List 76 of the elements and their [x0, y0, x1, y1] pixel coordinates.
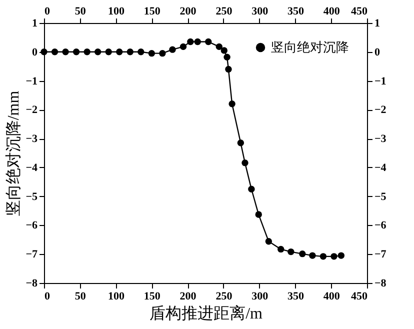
- x2-tick-label: 0: [44, 290, 50, 302]
- point: [194, 38, 201, 46]
- y-axis-title: 竖向绝对沉降/mm: [4, 90, 23, 216]
- point: [338, 252, 345, 259]
- point: [205, 38, 212, 46]
- x-tick-label: 350: [287, 6, 304, 18]
- point: [216, 43, 222, 50]
- y2-tick-label: −7: [374, 248, 387, 261]
- y2-tick-label: −3: [374, 133, 387, 146]
- y-tick-label: −6: [26, 220, 38, 232]
- y-tick-label: −4: [26, 162, 38, 174]
- point: [248, 186, 255, 192]
- point: [169, 46, 176, 53]
- point: [224, 54, 230, 60]
- x2-tick-label: 250: [216, 290, 233, 302]
- y-tick-label: −7: [26, 248, 38, 261]
- point: [237, 140, 244, 146]
- x-tick-label: 100: [108, 6, 126, 18]
- x-tick-label: 0: [44, 6, 50, 18]
- point: [220, 47, 228, 54]
- point: [265, 238, 272, 245]
- x2-tick-label: 200: [180, 290, 197, 302]
- x-tick-label: 150: [144, 6, 161, 18]
- x-tick-label: 450: [351, 6, 368, 18]
- point: [116, 48, 123, 56]
- point: [105, 48, 112, 56]
- x-tick-label: 400: [323, 6, 340, 18]
- y-tick-label: −2: [26, 104, 38, 116]
- x2-tick-label: 300: [252, 290, 269, 302]
- y-tick-label: −8: [26, 278, 38, 290]
- point: [228, 100, 236, 108]
- point: [278, 246, 284, 253]
- point: [138, 48, 144, 56]
- point: [309, 252, 316, 259]
- point: [288, 248, 294, 256]
- y2-tick-label: −5: [374, 190, 387, 203]
- y2-tick-label: 0: [374, 46, 380, 58]
- x2-tick-label: 50: [74, 290, 86, 302]
- y2-tick-label: 1: [374, 18, 380, 30]
- x2-tick-label: 450: [351, 290, 368, 302]
- point: [84, 48, 90, 56]
- point: [62, 48, 69, 56]
- point: [330, 253, 338, 260]
- x-axis-title: 盾构推进距离/m: [150, 304, 263, 322]
- x2-tick-label: 400: [323, 290, 340, 302]
- y2-tick-label: −2: [374, 104, 387, 116]
- point: [148, 50, 156, 57]
- x-tick-label: 300: [252, 6, 269, 18]
- point: [242, 159, 248, 166]
- y2-tick-label: −4: [374, 162, 387, 174]
- point: [159, 50, 166, 57]
- x2-tick-label: 100: [108, 290, 126, 302]
- point: [180, 43, 187, 50]
- y2-tick-label: −6: [374, 220, 387, 232]
- y2-tick-label: −1: [374, 75, 386, 88]
- legend-label: 竖向绝对沉降: [271, 40, 349, 54]
- y-tick-label: −5: [26, 190, 38, 203]
- x2-tick-label: 350: [287, 290, 304, 302]
- y-tick-label: −3: [26, 133, 38, 146]
- y-tick-label: 0: [32, 46, 38, 58]
- point: [299, 250, 306, 258]
- y-tick-label: 1: [32, 18, 38, 30]
- x-tick-label: 50: [74, 6, 86, 18]
- y-tick-label: −1: [26, 75, 38, 88]
- point: [255, 211, 262, 218]
- point: [187, 38, 194, 46]
- point: [126, 48, 134, 56]
- point: [51, 48, 58, 56]
- x2-tick-label: 150: [144, 290, 161, 302]
- point: [72, 48, 80, 56]
- x-tick-label: 200: [180, 6, 197, 18]
- point: [320, 253, 327, 260]
- y2-tick-label: −8: [374, 278, 387, 290]
- point: [94, 48, 102, 56]
- point: [225, 66, 232, 73]
- x-tick-label: 250: [216, 6, 233, 18]
